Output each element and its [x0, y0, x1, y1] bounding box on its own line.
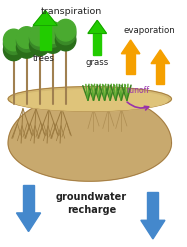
Text: transpiration: transpiration: [41, 7, 102, 16]
Ellipse shape: [56, 29, 76, 51]
Ellipse shape: [4, 39, 24, 61]
Polygon shape: [141, 220, 165, 239]
Ellipse shape: [30, 24, 50, 46]
Text: evaporation: evaporation: [123, 26, 175, 35]
Polygon shape: [33, 11, 57, 25]
Polygon shape: [16, 213, 41, 232]
Ellipse shape: [4, 33, 24, 55]
Bar: [93, 33, 101, 55]
Ellipse shape: [8, 87, 171, 111]
Polygon shape: [88, 20, 106, 33]
Ellipse shape: [16, 27, 37, 48]
Text: trees: trees: [33, 54, 54, 62]
Ellipse shape: [56, 23, 76, 45]
Ellipse shape: [30, 34, 50, 56]
Ellipse shape: [42, 22, 63, 43]
Bar: [40, 25, 51, 50]
Polygon shape: [8, 94, 171, 181]
Text: groundwater
recharge: groundwater recharge: [56, 192, 127, 215]
Bar: [148, 192, 158, 220]
Ellipse shape: [4, 29, 24, 51]
Bar: [126, 54, 135, 74]
Text: grass: grass: [86, 58, 109, 67]
Ellipse shape: [56, 19, 76, 41]
Ellipse shape: [42, 25, 63, 47]
Bar: [23, 185, 34, 213]
Text: runoff: runoff: [126, 86, 150, 95]
Polygon shape: [151, 50, 170, 63]
Bar: [156, 63, 165, 84]
Ellipse shape: [16, 37, 37, 58]
Polygon shape: [121, 40, 140, 54]
Ellipse shape: [16, 30, 37, 52]
Ellipse shape: [12, 90, 168, 111]
Ellipse shape: [30, 28, 50, 50]
Ellipse shape: [42, 32, 63, 53]
